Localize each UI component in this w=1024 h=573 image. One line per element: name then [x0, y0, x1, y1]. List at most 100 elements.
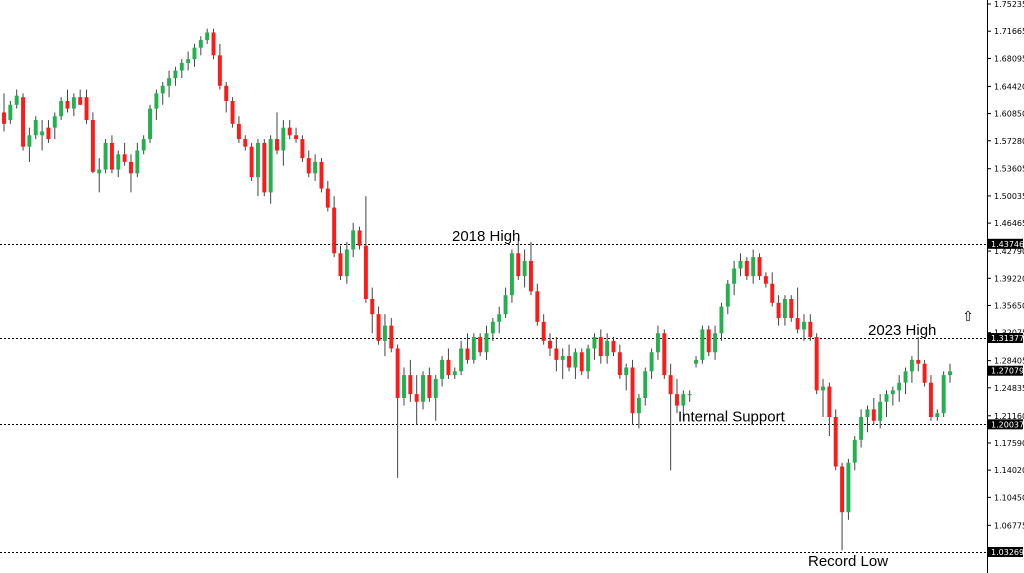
- candle-body-down: [300, 139, 305, 159]
- candle-body-up: [33, 120, 38, 136]
- candle-body-up: [884, 394, 889, 402]
- candle-body-down: [840, 466, 845, 513]
- y-tick-label: 1.21160: [994, 412, 1024, 421]
- candle-body-down: [243, 139, 248, 147]
- y-tick-label: 1.71665: [994, 27, 1024, 36]
- candle-body-up: [490, 321, 495, 334]
- candle-body-down: [814, 337, 819, 391]
- candle-body-up: [421, 375, 426, 402]
- candle-body-up: [471, 337, 476, 360]
- candle-body-up: [573, 352, 578, 368]
- candle-body-up: [192, 47, 197, 60]
- candle-body-down: [541, 321, 546, 341]
- level-price-tag: [988, 332, 1023, 343]
- annotation-2023-high: 2023 High: [868, 322, 936, 339]
- candle-body-up: [440, 359, 445, 379]
- level-lines: [0, 244, 988, 553]
- candle-body-up: [732, 268, 737, 284]
- candle-body-up: [592, 337, 597, 349]
- candle-body-down: [535, 291, 540, 322]
- candle-body-down: [21, 97, 26, 147]
- annotation-record-low: Record Low: [808, 553, 888, 570]
- y-tick-label: 1.39220: [994, 274, 1024, 283]
- y-tick-label: 1.10450: [994, 493, 1024, 502]
- y-tick-label: 1.68095: [994, 54, 1024, 63]
- candle-body-down: [408, 375, 413, 395]
- level-price-tag-label: 1.31377: [991, 334, 1024, 343]
- candle-body-up: [859, 416, 864, 440]
- level-price-tag-label: 1.27079: [991, 367, 1024, 376]
- candle-body-down: [757, 257, 762, 277]
- candle-body-down: [332, 207, 337, 254]
- candle-body-up: [643, 371, 648, 398]
- candle-body-up: [802, 321, 806, 330]
- candle-body-down: [249, 146, 254, 178]
- candle-body-down: [916, 359, 921, 364]
- level-annotations: 2018 High 2023 High Internal Support Record…: [452, 228, 936, 570]
- y-tick-label: 1.28405: [994, 357, 1024, 366]
- candle-body-down: [928, 382, 933, 417]
- candle-body-down: [611, 340, 616, 353]
- candle-body-up: [738, 260, 743, 269]
- candle-body-up: [935, 413, 940, 417]
- y-tick-label: 1.42790: [994, 247, 1024, 256]
- candle-body-up: [624, 367, 629, 376]
- candle-body-down: [389, 325, 394, 349]
- candle-body-down: [211, 32, 216, 56]
- candle-body-up: [135, 150, 140, 174]
- candle-body-up: [313, 161, 318, 174]
- candle-body-down: [275, 139, 279, 151]
- candle-body-down: [363, 245, 368, 299]
- candle-body-down: [662, 333, 667, 376]
- candle-body-up: [8, 104, 13, 121]
- y-tick-label: 1.35650: [994, 301, 1024, 310]
- candle-body-up: [452, 371, 457, 376]
- candle-body-down: [109, 142, 114, 170]
- candle-body-up: [941, 375, 946, 414]
- y-tick-label: 1.53605: [994, 165, 1024, 174]
- candle-body-down: [706, 329, 711, 353]
- candle-body-down: [2, 112, 6, 124]
- candle-body-down: [217, 55, 222, 86]
- y-tick-label: 1.75235: [994, 0, 1024, 9]
- candle-body-down: [338, 253, 343, 277]
- candle-body-down: [287, 127, 292, 136]
- candle-body-up: [205, 32, 210, 41]
- candle-body-down: [675, 394, 679, 406]
- y-tick-label: 1.14020: [994, 466, 1024, 475]
- candle-body-up: [719, 306, 724, 334]
- y-tick-label: 1.06775: [994, 521, 1024, 530]
- candle-body-down: [833, 416, 838, 467]
- candle-body-down: [84, 97, 89, 121]
- candle-body-down: [376, 314, 381, 341]
- candle-body-down: [236, 123, 241, 140]
- candle-body-down: [46, 127, 51, 140]
- level-price-tag-label: 1.43746: [991, 240, 1024, 249]
- candle-body-down: [446, 359, 451, 376]
- candle-body-up: [160, 85, 165, 94]
- level-price-tag: [988, 419, 1023, 430]
- candle-body-down: [414, 394, 419, 402]
- candle-body-up: [725, 283, 730, 307]
- candle-body-up: [687, 394, 692, 396]
- candle-body-down: [129, 161, 133, 174]
- candle-body-down: [598, 337, 603, 357]
- candle-body-down: [744, 260, 749, 277]
- candle-body-up: [903, 371, 908, 383]
- candle-body-up: [636, 397, 641, 414]
- y-tick-label: 1.17590: [994, 439, 1024, 448]
- candle-body-up: [268, 139, 273, 193]
- candle-body-up: [141, 139, 146, 151]
- candle-body-up: [71, 97, 76, 109]
- candle-body-up: [655, 333, 660, 353]
- candle-body-up: [179, 62, 184, 71]
- candle-body-down: [770, 283, 775, 303]
- candle-body-up: [751, 257, 756, 277]
- candle-body-up: [382, 325, 387, 341]
- candle-body-down: [478, 337, 483, 353]
- candle-body-down: [294, 135, 299, 140]
- candle-body-down: [78, 97, 83, 105]
- candle-body-down: [567, 356, 572, 368]
- candle-body-up: [713, 333, 718, 353]
